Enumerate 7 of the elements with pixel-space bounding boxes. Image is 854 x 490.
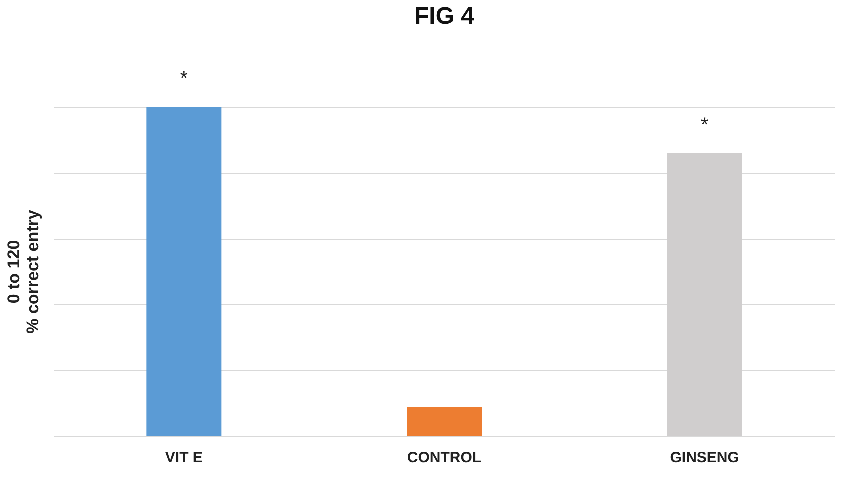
annotation: * xyxy=(700,114,709,136)
x-tick-label: VIT E xyxy=(165,450,203,466)
chart-title: FIG 4 xyxy=(414,3,476,30)
x-tick-label: CONTROL xyxy=(407,450,482,466)
annotation: * xyxy=(180,68,188,90)
y-axis-title: 0 to 120 % correct entry xyxy=(4,210,42,334)
x-tick-label: GINSENG xyxy=(670,450,740,466)
